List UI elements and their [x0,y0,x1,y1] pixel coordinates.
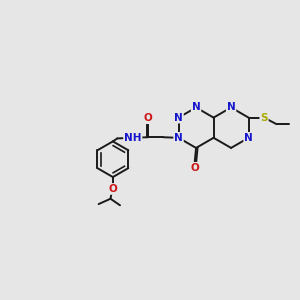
Text: N: N [174,133,183,143]
Text: S: S [260,112,268,123]
Text: N: N [192,103,200,112]
Text: O: O [109,184,117,194]
Text: N: N [227,103,236,112]
Text: O: O [190,163,199,173]
Text: N: N [174,112,183,123]
Text: N: N [244,133,253,143]
Text: NH: NH [124,133,142,143]
Text: O: O [144,113,153,123]
